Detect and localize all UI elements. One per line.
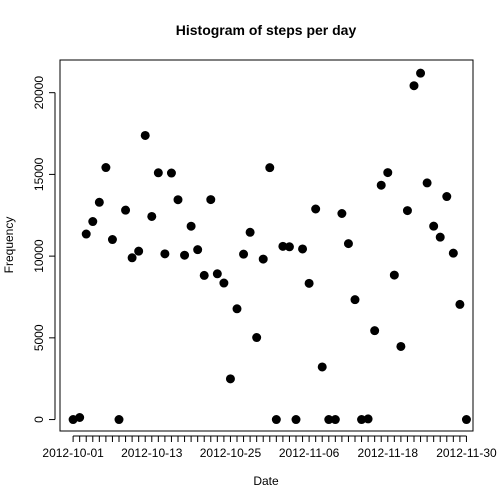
data-point [94,197,104,207]
data-point [107,235,117,245]
data-point [311,204,321,214]
data-point [416,68,426,78]
data-point [193,245,203,255]
plot-frame [59,59,474,432]
chart-title: Histogram of steps per day [176,22,357,38]
data-point [343,239,353,249]
x-axis: 2012-10-01 2012-10-13 2012-10-25 2012-11-06… [42,435,497,460]
data-point [265,163,275,173]
data-point [363,414,373,424]
x-tick-label: 2012-10-01 [42,446,104,460]
data-point [160,249,170,259]
data-point [317,362,327,372]
y-tick-label: 20000 [32,76,46,110]
data-point [402,206,412,216]
x-tick-label: 2012-11-18 [358,446,419,460]
data-point [337,208,347,218]
data-point [219,278,229,288]
data-point [180,250,190,260]
data-point [376,180,386,190]
data-point [455,299,465,309]
data-point [330,415,340,425]
data-point [166,168,176,178]
data-point [232,304,242,314]
data-point [121,205,131,215]
data-point [271,415,281,425]
data-point [291,415,301,425]
y-axis-label: Frequency [2,217,16,274]
x-axis-label: Date [253,474,279,488]
data-point [75,413,85,423]
data-point [304,278,314,288]
data-point [239,249,249,259]
data-point [298,244,308,254]
data-point [173,195,183,205]
data-point [461,415,471,425]
data-point [225,374,235,384]
data-point [448,248,458,258]
data-point [114,415,124,425]
data-point [81,229,91,239]
data-point [153,168,163,178]
data-point [284,242,294,252]
data-point [252,333,262,343]
data-point [383,168,393,178]
data-point [350,295,360,305]
data-point [409,81,419,91]
data-point [140,130,150,140]
data-point [101,163,111,173]
data-point [134,246,144,256]
data-point [186,221,196,231]
data-points [68,68,471,425]
data-point [212,269,222,279]
data-point [370,326,380,336]
data-point [199,270,209,280]
y-tick-label: 0 [32,416,46,423]
x-tick-label: 2012-11-06 [279,446,340,460]
y-tick-label: 15000 [32,157,46,191]
x-tick-label: 2012-11-30 [436,446,497,460]
data-point [127,253,137,263]
data-point [422,178,432,188]
y-tick-label: 5000 [32,324,46,351]
data-point [435,232,445,242]
data-point [389,270,399,280]
y-tick-label: 10000 [32,239,46,273]
data-point [147,211,157,221]
x-tick-label: 2012-10-13 [121,446,183,460]
data-point [258,254,268,264]
data-point [245,227,255,237]
x-tick-label: 2012-10-25 [200,446,262,460]
data-point [206,195,216,205]
data-point [88,217,98,227]
data-point [396,341,406,351]
data-point [429,221,439,231]
data-point [442,192,452,202]
y-axis: 0 5000 10000 15000 20000 [32,76,56,423]
